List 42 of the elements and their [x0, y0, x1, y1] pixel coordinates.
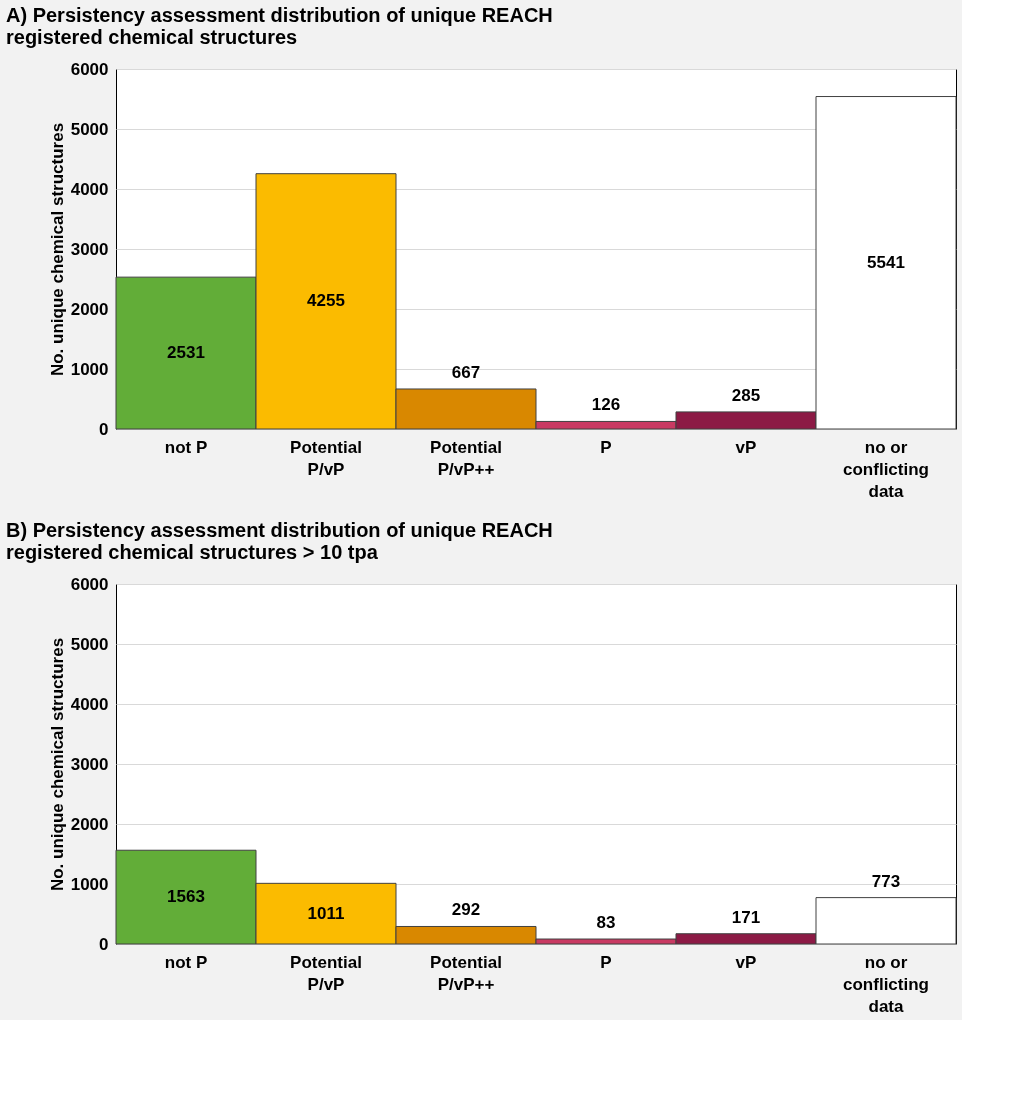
data-label: 4255	[307, 291, 345, 311]
data-label: 2531	[167, 343, 205, 363]
chart-title: A) Persistency assessment distribution of unique REACH registered chemical structures	[6, 4, 553, 48]
y-tick-label: 2000	[70, 299, 109, 319]
y-tick-label: 4000	[70, 694, 109, 714]
y-tick-label: 0	[99, 934, 109, 954]
chart-title: B) Persistency assessment distribution of unique REACH registered chemical structures > 10 tpa	[6, 519, 553, 563]
data-label: 171	[731, 907, 761, 927]
y-tick-label: 3000	[70, 754, 109, 774]
data-label: 1563	[167, 887, 205, 907]
y-axis-title: No. unique chemical structures	[47, 122, 67, 377]
x-tick-label: P	[600, 437, 612, 457]
x-tick-label: Potential P/vP	[290, 952, 362, 994]
data-label: 285	[731, 385, 761, 405]
y-tick-label: 4000	[70, 179, 109, 199]
x-tick-label: Potential P/vP	[290, 437, 362, 479]
x-tick-label: Potential P/vP++	[430, 437, 502, 479]
y-tick-label: 5000	[70, 119, 109, 139]
x-tick-label: vP	[735, 437, 757, 457]
x-tick-label: not P	[164, 952, 208, 972]
data-label: 5541	[867, 252, 905, 272]
x-tick-label: no or conflicting data	[843, 952, 929, 1016]
x-tick-label: Potential P/vP++	[430, 952, 502, 994]
y-axis-title: No. unique chemical structures	[47, 637, 67, 892]
data-label: 1011	[307, 903, 345, 923]
data-label: 773	[871, 871, 901, 891]
y-tick-label: 3000	[70, 239, 109, 259]
x-tick-label: vP	[735, 952, 757, 972]
y-tick-label: 0	[99, 419, 109, 439]
data-label: 667	[451, 362, 481, 382]
x-tick-label: P	[600, 952, 612, 972]
x-tick-label: not P	[164, 437, 208, 457]
y-tick-label: 1000	[70, 874, 109, 894]
y-tick-label: 6000	[70, 59, 109, 79]
data-label: 292	[451, 900, 481, 920]
y-tick-label: 6000	[70, 574, 109, 594]
x-tick-label: no or conflicting data	[843, 437, 929, 501]
y-tick-label: 1000	[70, 359, 109, 379]
data-label: 126	[591, 395, 621, 415]
y-tick-label: 2000	[70, 814, 109, 834]
y-tick-label: 5000	[70, 634, 109, 654]
data-label: 83	[596, 913, 616, 933]
